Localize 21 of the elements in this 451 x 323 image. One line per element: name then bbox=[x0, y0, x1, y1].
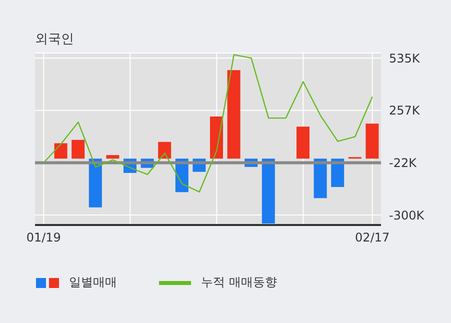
bar bbox=[366, 124, 379, 159]
bar bbox=[296, 126, 310, 159]
y-tick-label: -22K bbox=[389, 156, 418, 170]
legend-label: 누적 매매동향 bbox=[201, 274, 277, 291]
y-tick-label: 257K bbox=[389, 104, 421, 118]
bar bbox=[88, 158, 102, 208]
legend-label: 일별매매 bbox=[69, 274, 117, 291]
chart-title: 외국인 bbox=[35, 31, 74, 48]
bar bbox=[314, 158, 327, 198]
bar bbox=[72, 140, 85, 159]
bar bbox=[106, 155, 120, 159]
bar bbox=[158, 142, 172, 159]
bar bbox=[262, 158, 275, 224]
y-tick-label: 535K bbox=[389, 51, 421, 66]
x-tick-label: 01/19 bbox=[26, 230, 61, 245]
y-tick-label: -300K bbox=[389, 208, 426, 222]
bar bbox=[54, 143, 68, 159]
bar bbox=[227, 70, 240, 159]
bar bbox=[210, 116, 223, 159]
x-tick-label: 02/17 bbox=[355, 230, 390, 245]
line-series bbox=[43, 54, 373, 193]
